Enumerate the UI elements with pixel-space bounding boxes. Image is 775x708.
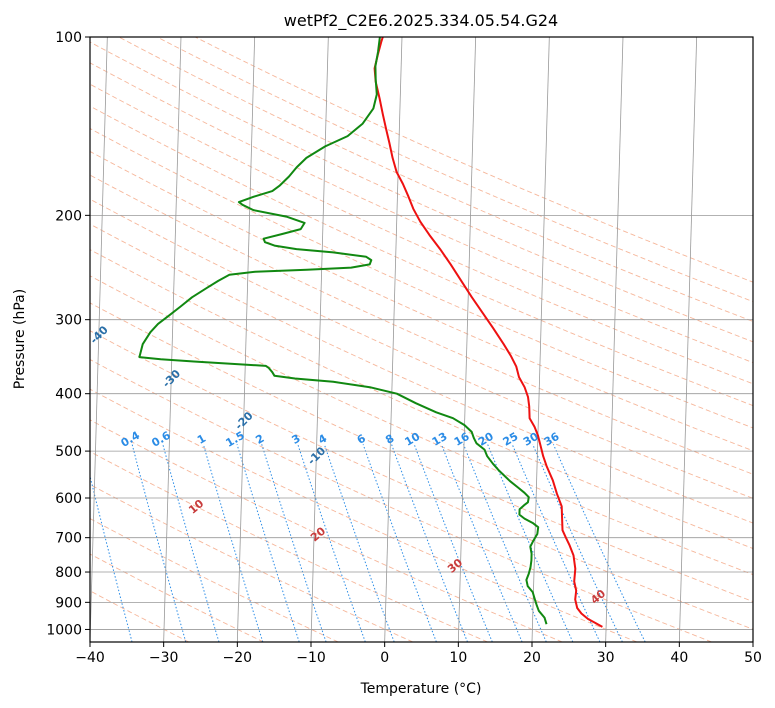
isotherm-line bbox=[678, 37, 698, 642]
dry-adiabat-line bbox=[156, 37, 753, 303]
y-axis-ticks: 100 200 300 400 500 600 700 800 900 1000 bbox=[46, 30, 90, 638]
dry-adiabat-line bbox=[90, 518, 339, 642]
mixing-ratio-line bbox=[511, 444, 601, 642]
y-tick-label: 400 bbox=[55, 387, 82, 403]
mixing-ratio-line bbox=[236, 444, 300, 642]
mixing-ratio-line bbox=[362, 444, 437, 642]
y-tick-label: 600 bbox=[55, 491, 82, 507]
y-tick-label: 900 bbox=[55, 595, 82, 611]
mixing-ratio-line bbox=[463, 444, 547, 642]
x-axis-ticks: −40 −30 −20 −10 0 10 20 30 40 50 bbox=[75, 642, 762, 666]
dry-adiabat-line bbox=[194, 37, 753, 283]
mixing-ratio-line bbox=[323, 444, 395, 642]
isotherm-line bbox=[236, 37, 256, 642]
mixing-ratio-label: 0.2 bbox=[69, 429, 92, 450]
temperature-profile-line bbox=[373, 37, 603, 628]
x-tick-label: 10 bbox=[449, 650, 467, 666]
y-tick-label: 200 bbox=[55, 208, 82, 224]
y-tick-label: 100 bbox=[55, 30, 82, 46]
y-tick-label: 800 bbox=[55, 565, 82, 581]
x-tick-label: 50 bbox=[744, 650, 762, 666]
dry-adiabat-line bbox=[90, 359, 712, 642]
x-tick-label: 20 bbox=[523, 650, 541, 666]
dry-adiabat-line bbox=[90, 302, 753, 603]
x-tick-label: −30 bbox=[149, 650, 179, 666]
isotherm-line bbox=[310, 37, 329, 642]
isotherm-line bbox=[531, 37, 550, 642]
skewed-isotherm-lines bbox=[90, 37, 753, 642]
profile-series bbox=[138, 37, 603, 628]
isotherm-line bbox=[605, 37, 624, 642]
y-tick-label: 1000 bbox=[46, 622, 82, 638]
mixing-ratio-line bbox=[552, 444, 646, 642]
y-axis-label: Pressure (hPa) bbox=[12, 289, 28, 389]
dry-adiabat-line bbox=[90, 62, 753, 364]
mixing-ratio-line bbox=[413, 444, 493, 642]
mixing-ratio-line bbox=[487, 444, 574, 642]
mixing-ratio-line bbox=[162, 444, 220, 642]
mixing-ratio-line bbox=[131, 444, 187, 642]
mixing-ratio-line bbox=[90, 474, 133, 642]
mixing-ratio-line bbox=[440, 444, 523, 642]
y-tick-label: 700 bbox=[55, 531, 82, 547]
dry-adiabat-line bbox=[90, 105, 753, 407]
isotherm-line bbox=[90, 37, 108, 642]
x-tick-label: 0 bbox=[380, 650, 389, 666]
isotherm-line bbox=[163, 37, 182, 642]
dry-adiabat-line bbox=[90, 249, 753, 550]
x-axis-label: Temperature (°C) bbox=[360, 681, 482, 697]
isobar-grid-lines bbox=[90, 37, 753, 630]
mixing-ratio-line bbox=[202, 444, 264, 642]
y-tick-label: 300 bbox=[55, 313, 82, 329]
chart-title: wetPf2_C2E6.2025.334.05.54.G24 bbox=[284, 11, 558, 31]
dry-adiabat-line bbox=[90, 198, 753, 499]
plot-frame bbox=[89, 36, 754, 643]
plot-area: 0.10.20.40.611.52346810131620253036-100-… bbox=[69, 37, 753, 642]
dry-adiabat-line bbox=[90, 83, 753, 385]
isotherm-line bbox=[384, 37, 403, 642]
x-tick-label: −10 bbox=[296, 650, 326, 666]
dry-adiabat-line bbox=[118, 37, 753, 322]
dry-adiabat-line bbox=[90, 419, 563, 642]
y-tick-label: 500 bbox=[55, 444, 82, 460]
x-tick-label: −20 bbox=[223, 650, 253, 666]
x-tick-label: 40 bbox=[670, 650, 688, 666]
dry-adiabat-line bbox=[90, 483, 414, 642]
dry-adiabat-line bbox=[90, 150, 753, 452]
dewpoint-profile-line bbox=[138, 37, 548, 625]
mixing-ratio-line bbox=[391, 444, 468, 642]
x-tick-label: −40 bbox=[75, 650, 105, 666]
dry-adiabat-line bbox=[90, 388, 638, 642]
x-tick-label: 30 bbox=[597, 650, 615, 666]
isotherm-line bbox=[457, 37, 477, 642]
